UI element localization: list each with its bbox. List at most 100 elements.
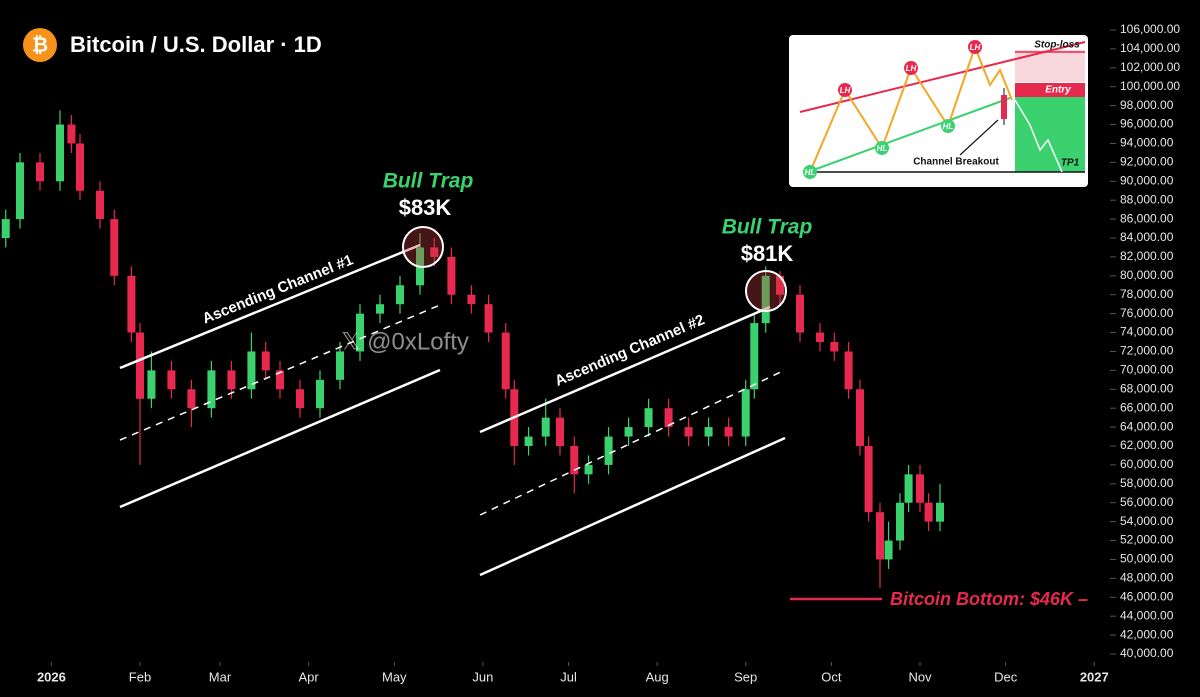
candle-body xyxy=(207,370,216,409)
y-tick-label: 70,000.00 xyxy=(1120,363,1174,377)
candle-body xyxy=(884,540,893,560)
channel-1 xyxy=(119,243,441,509)
candle-body xyxy=(624,427,633,437)
candle-body xyxy=(396,285,404,305)
x-tick-label: May xyxy=(382,669,407,684)
candle-body xyxy=(187,389,196,409)
candle-body xyxy=(16,162,24,220)
y-tick-label: 62,000.00 xyxy=(1120,438,1174,452)
y-tick-label: 88,000.00 xyxy=(1120,192,1174,206)
trap-circle xyxy=(745,270,787,312)
candle-body xyxy=(296,389,304,409)
price-label: $81K xyxy=(741,241,794,266)
candle-body xyxy=(816,332,824,342)
candle-body xyxy=(876,512,884,560)
y-tick-label: 96,000.00 xyxy=(1120,117,1174,131)
candle-body xyxy=(916,474,924,503)
candle-body xyxy=(684,427,693,437)
candle-body xyxy=(1,219,10,238)
x-tick-label: Dec xyxy=(994,669,1018,684)
trap-circle xyxy=(402,226,444,268)
y-tick-label: 44,000.00 xyxy=(1120,608,1174,622)
candle-body xyxy=(247,351,256,390)
candle-body xyxy=(541,417,550,437)
candle-body xyxy=(467,294,476,305)
x-tick-label: 2026 xyxy=(37,669,66,684)
candle-body xyxy=(830,342,839,352)
chart-title: Bitcoin / U.S. Dollar · 1D xyxy=(70,32,322,57)
entry-label: Entry xyxy=(1045,85,1071,96)
candle-body xyxy=(750,323,759,390)
channel-2 xyxy=(479,305,786,577)
candle-body xyxy=(664,408,673,428)
lh-label: LH xyxy=(840,86,851,95)
y-tick-label: 46,000.00 xyxy=(1120,589,1174,603)
y-tick-label: 54,000.00 xyxy=(1120,514,1174,528)
y-tick-label: 86,000.00 xyxy=(1120,211,1174,225)
candle-body xyxy=(261,351,270,371)
y-tick-label: 64,000.00 xyxy=(1120,419,1174,433)
y-tick-label: 42,000.00 xyxy=(1120,627,1174,641)
candle-body xyxy=(864,446,873,513)
hl-label: HL xyxy=(943,122,954,131)
lh-label: LH xyxy=(970,43,981,52)
x-tick-label: Jul xyxy=(560,669,577,684)
y-tick-label: 102,000.00 xyxy=(1120,60,1180,74)
y-tick-label: 82,000.00 xyxy=(1120,249,1174,263)
y-tick-label: 100,000.00 xyxy=(1120,79,1180,93)
price-label: $83K xyxy=(399,195,452,220)
candle-body xyxy=(584,464,593,475)
x-tick-label: Jun xyxy=(472,669,493,684)
candle-body xyxy=(276,370,284,390)
candle-body xyxy=(136,332,144,399)
x-tick-label: Feb xyxy=(129,669,151,684)
candle-body xyxy=(856,389,864,446)
candle-body xyxy=(524,436,533,446)
y-tick-label: 74,000.00 xyxy=(1120,325,1174,339)
candle-body xyxy=(36,162,44,182)
candle-body xyxy=(76,143,84,191)
bottom-label: Bitcoin Bottom: $46K – xyxy=(890,589,1088,609)
candle-body xyxy=(227,370,236,390)
y-tick-label: 92,000.00 xyxy=(1120,155,1174,169)
x-tick-label: Mar xyxy=(209,669,232,684)
candle-body xyxy=(336,351,344,380)
candle-body xyxy=(761,275,770,324)
y-tick-label: 94,000.00 xyxy=(1120,136,1174,150)
y-tick-label: 56,000.00 xyxy=(1120,495,1174,509)
lh-label: LH xyxy=(906,64,917,73)
candle-body xyxy=(936,502,944,522)
candle-body xyxy=(56,124,64,182)
y-tick-label: 60,000.00 xyxy=(1120,457,1174,471)
candle-body xyxy=(147,370,156,399)
inset-diagram: LH LH LH HL HL HL Stop-loss Entry TP1 Ch… xyxy=(789,35,1088,187)
y-tick-label: 72,000.00 xyxy=(1120,344,1174,358)
x-tick-label: Apr xyxy=(298,669,319,684)
candle-body xyxy=(724,427,733,437)
candles xyxy=(1,110,944,588)
candle-body xyxy=(904,474,913,503)
y-tick-label: 66,000.00 xyxy=(1120,400,1174,414)
candle-body xyxy=(376,304,384,314)
candle-body xyxy=(484,304,493,333)
bull-trap-label: Bull Trap xyxy=(383,170,474,193)
y-tick-label: 84,000.00 xyxy=(1120,230,1174,244)
y-tick-label: 40,000.00 xyxy=(1120,646,1174,660)
x-tick-label: Nov xyxy=(908,669,932,684)
breakout-label: Channel Breakout xyxy=(913,157,999,168)
hl-label: HL xyxy=(805,168,816,177)
stop-loss-label: Stop-loss xyxy=(1034,40,1080,51)
y-tick-label: 68,000.00 xyxy=(1120,381,1174,395)
candle-body xyxy=(604,436,613,465)
candle-body xyxy=(844,351,853,390)
candle-body xyxy=(556,417,564,446)
y-tick-label: 50,000.00 xyxy=(1120,552,1174,566)
candle-body xyxy=(644,408,653,428)
candle-body xyxy=(796,294,804,333)
candle-body xyxy=(96,190,104,220)
candle-body xyxy=(356,313,364,352)
y-tick-label: 58,000.00 xyxy=(1120,476,1174,490)
y-tick-label: 48,000.00 xyxy=(1120,571,1174,585)
candle-body xyxy=(741,389,750,437)
candle-body xyxy=(570,446,579,475)
